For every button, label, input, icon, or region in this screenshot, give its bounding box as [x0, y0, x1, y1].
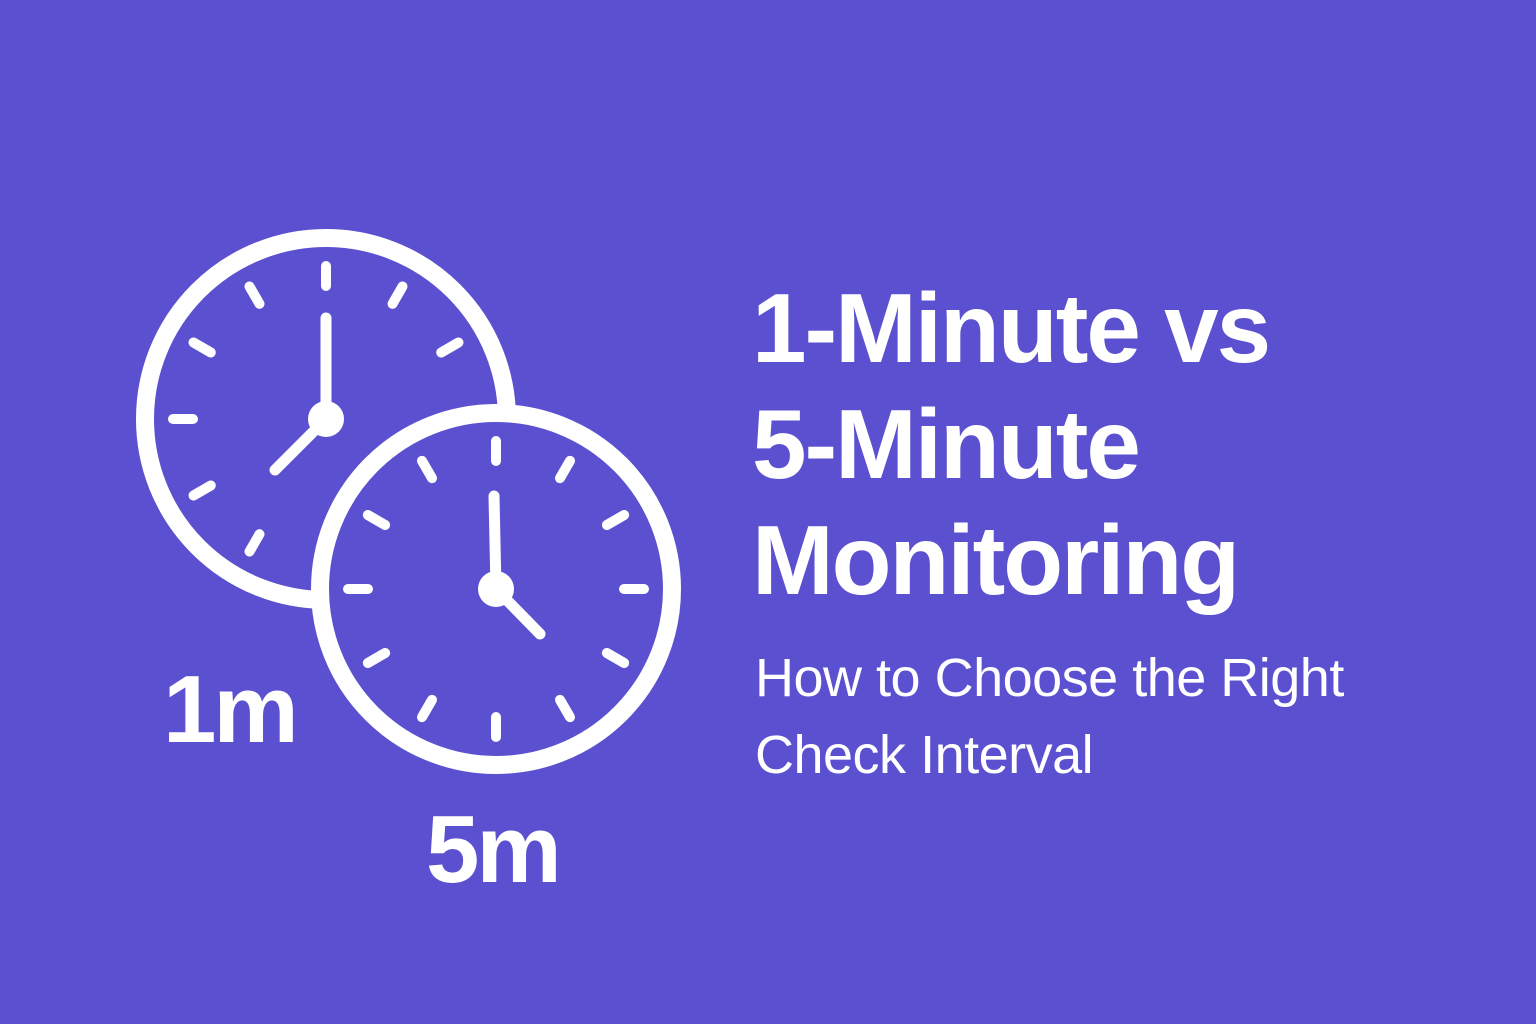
clock-tick — [601, 510, 630, 530]
subtitle-line: Check Interval — [755, 725, 1094, 785]
clock-tick — [244, 281, 265, 309]
title-line: 1-Minute vs — [752, 273, 1271, 383]
clock-label-5m: 5m — [426, 796, 562, 903]
title-line: Monitoring — [752, 505, 1240, 615]
clock-label-1m: 1m — [163, 656, 299, 763]
clock-tick — [362, 510, 391, 530]
clock-tick — [417, 455, 437, 484]
page-title: 1-Minute vs 5-Minute Monitoring — [752, 270, 1271, 618]
subtitle-line: How to Choose the Right — [755, 648, 1344, 708]
clock-tick — [362, 648, 391, 668]
clock-tick — [601, 648, 630, 668]
subtitle: How to Choose the Right Check Interval — [755, 640, 1344, 794]
clock-tick — [387, 281, 408, 309]
clock-center — [478, 571, 514, 607]
clock-icon — [311, 404, 681, 774]
clock-tick — [417, 694, 437, 723]
title-line: 5-Minute — [752, 389, 1141, 499]
clock-tick — [188, 337, 216, 358]
clock-tick — [436, 337, 464, 358]
clock-tick — [555, 694, 575, 723]
clock-tick — [244, 529, 265, 557]
clock-tick — [555, 455, 575, 484]
clock-center — [308, 401, 344, 437]
clock-tick — [188, 480, 216, 501]
